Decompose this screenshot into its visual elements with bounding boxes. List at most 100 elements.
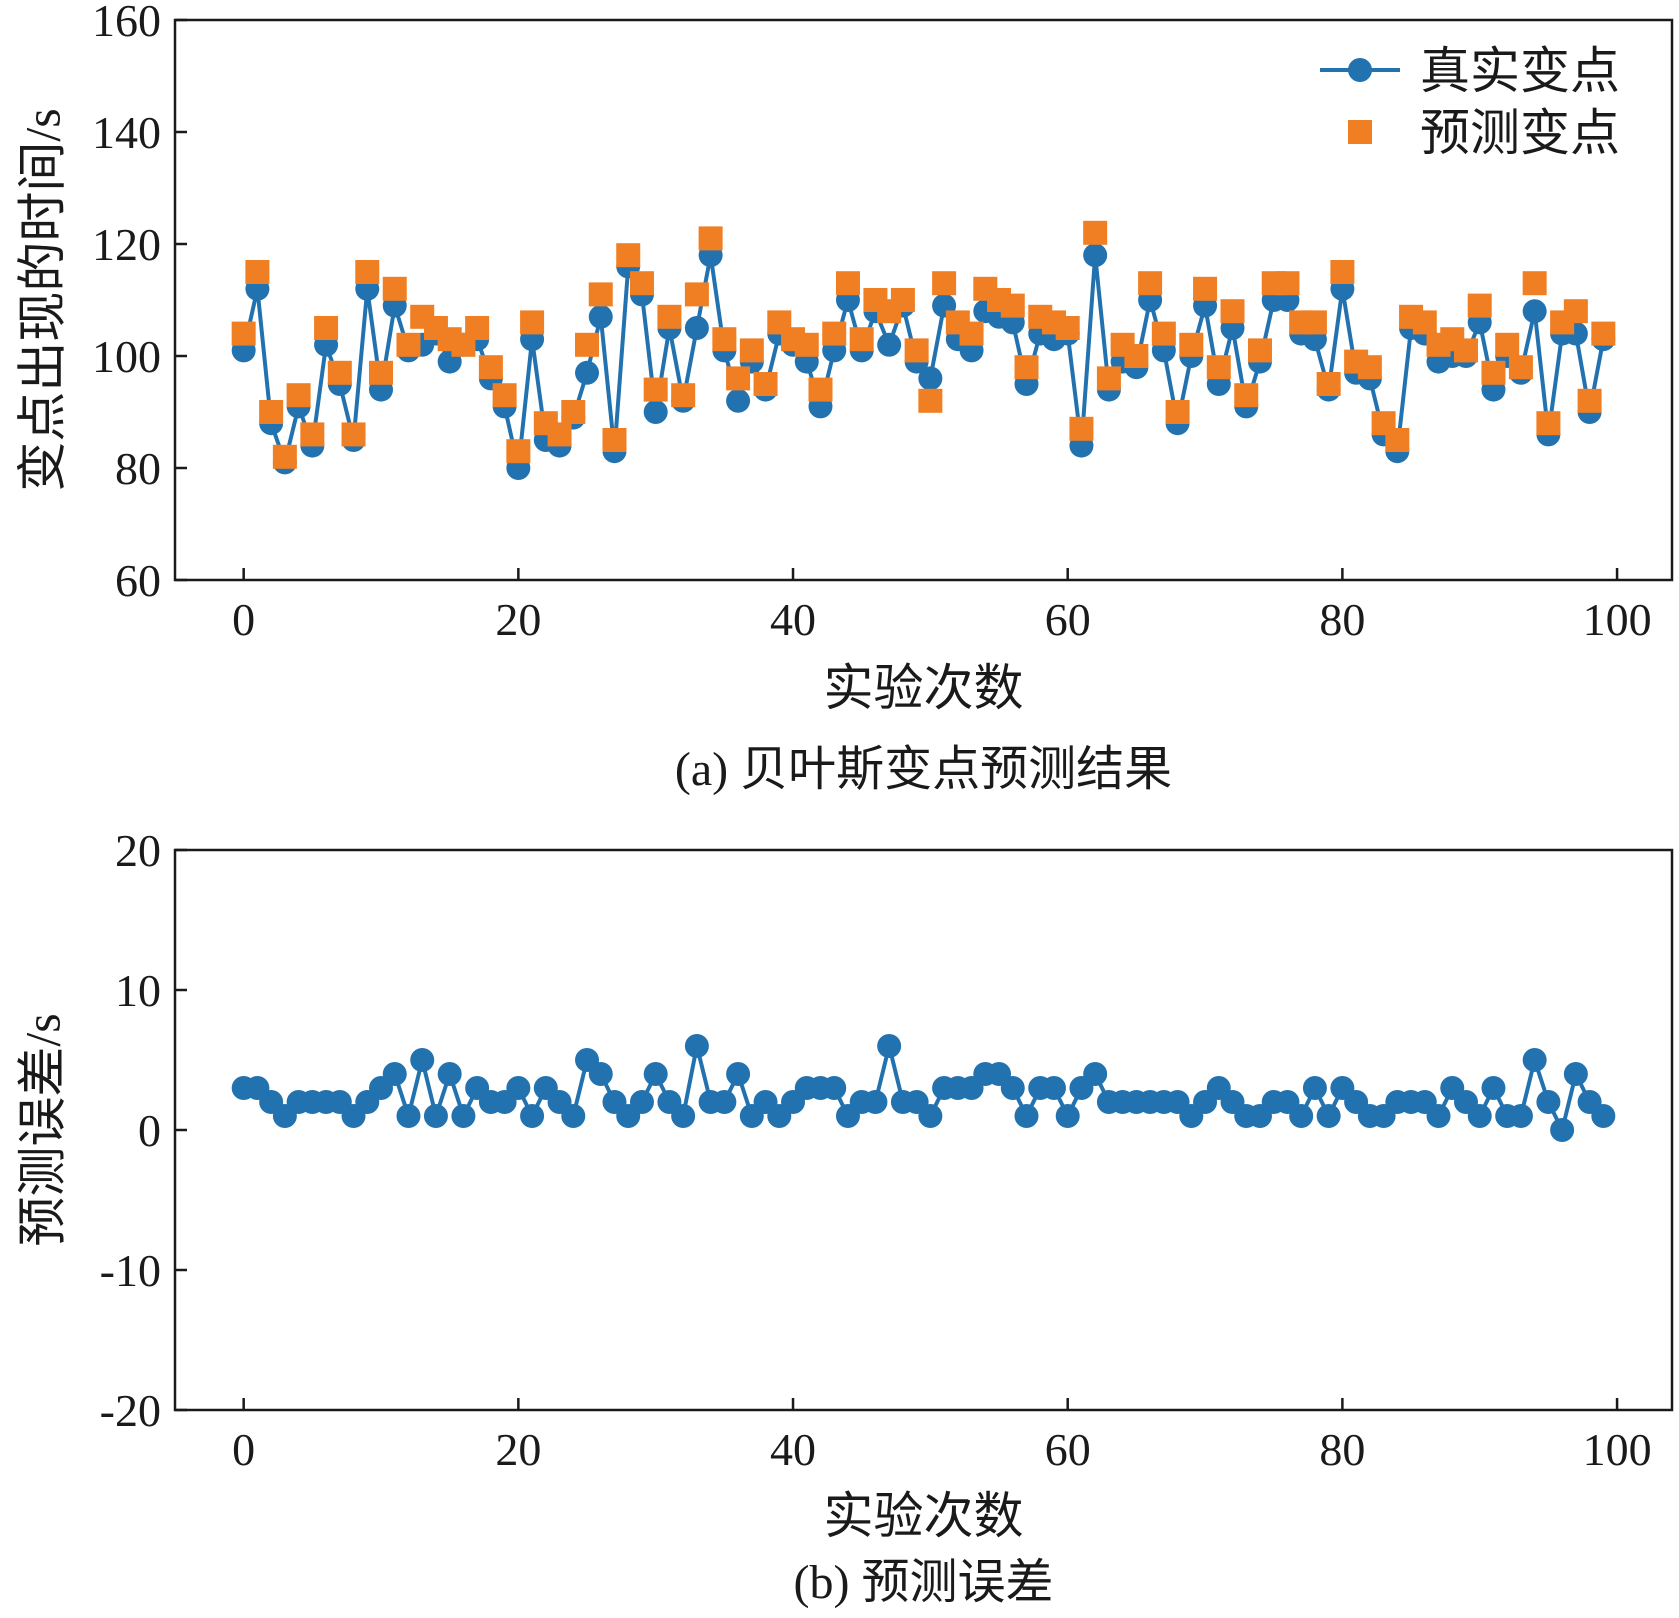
legend-pred-square-marker (1348, 120, 1372, 144)
panel-a-pred-square (602, 428, 627, 452)
panel-a-x-tick-label: 80 (1319, 594, 1365, 645)
panel-b-y-tick-label: -10 (100, 1245, 161, 1296)
panel-a-pred-square (616, 243, 641, 268)
panel-b-x-tick-label: 20 (495, 1424, 541, 1475)
panel-b-series (231, 1034, 1616, 1142)
panel-b-data-point (629, 1090, 654, 1114)
panel-a-data-point (918, 366, 943, 391)
panel-b-data-point (643, 1062, 668, 1086)
panel-b-data-point (822, 1076, 847, 1100)
panel-b-data-point (684, 1034, 709, 1058)
panel-b-data-point (382, 1062, 407, 1086)
panel-a-pred-square (1247, 338, 1272, 363)
panel-a-pred-square (561, 400, 586, 424)
panel-b-x-tick-label: 100 (1583, 1424, 1652, 1475)
panel-a-pred-square (1385, 428, 1410, 452)
panel-a-pred-square (478, 355, 503, 380)
panel-b-data-point (1563, 1062, 1588, 1086)
panel-a-pred-square (520, 310, 545, 335)
panel-b-data-point (877, 1034, 902, 1058)
panel-a-pred-square (1563, 299, 1588, 324)
panel-a-pred-square (492, 383, 517, 408)
panel-a-data-point (1083, 243, 1108, 268)
panel-a-pred-square (1316, 372, 1341, 396)
panel-a-pred-square (1302, 310, 1327, 335)
panel-a-pred-square (1096, 366, 1121, 391)
panel-a-pred-square (396, 332, 421, 357)
panel-a-pred-square (822, 321, 847, 346)
panel-a-pred-square (904, 338, 929, 363)
panel-a-x-tick-label: 100 (1583, 594, 1652, 645)
panel-a-pred-square (286, 383, 311, 408)
panel-a-pred-square (1138, 271, 1163, 296)
panel-a-pred-square (259, 400, 284, 424)
panel-a-ticks: 0 20 40 60 80 100 60 80 100 120 140 160 (92, 0, 1652, 645)
panel-a-pred-square (1508, 355, 1533, 380)
panel-a-y-tick-label: 140 (92, 107, 161, 158)
panel-a-pred-square (1577, 388, 1602, 413)
panel-a-pred-square (753, 372, 778, 396)
panel-a-pred-square (1275, 271, 1300, 296)
legend: 真实变点 预测变点 (1320, 43, 1620, 161)
panel-a-x-tick-label: 0 (232, 594, 255, 645)
panel-a-y-tick-label: 160 (92, 0, 161, 46)
panel-b-data-point (863, 1090, 888, 1114)
panel-b-plot-frame (173, 848, 1674, 1412)
panel-a-pred-square (657, 304, 682, 329)
panel-b-y-tick-label: 10 (115, 965, 161, 1016)
panel-a-y-tick-label: 60 (115, 555, 161, 606)
panel-a-pred-square (684, 282, 709, 307)
panel-a-pred-square (932, 271, 957, 296)
panel-b-data-point (1467, 1104, 1492, 1128)
panel-b-y-axis-label: 预测误差/s (14, 1013, 70, 1246)
panel-b-data-point (451, 1104, 476, 1128)
panel-a-pred-square (1193, 276, 1218, 301)
panel-a-pred-square (314, 316, 339, 340)
panel-b-data-point (588, 1062, 613, 1086)
panel-b-data-point (1536, 1090, 1561, 1114)
panel-a-data-point (684, 316, 709, 340)
panel-b-y-tick-label: 0 (138, 1105, 161, 1156)
panel-a-y-axis-label: 变点出现的时间/s (14, 108, 70, 491)
panel-a-pred-square (1522, 271, 1547, 296)
panel-a-pred-square (1179, 332, 1204, 357)
panel-a-pred-square (808, 377, 833, 402)
panel-b-y-tick-label: 20 (115, 825, 161, 876)
panel-a-pred-square (1591, 321, 1616, 346)
panel-a-pred-square (506, 439, 531, 464)
panel-a-x-tick-label: 60 (1045, 594, 1091, 645)
panel-b-x-tick-label: 0 (232, 1424, 255, 1475)
panel-b-data-point (1302, 1076, 1327, 1100)
panel-a-pred-square (1495, 332, 1520, 357)
panel-a-pred-square (726, 366, 751, 391)
panel-b-data-point (1083, 1062, 1108, 1086)
legend-true-circle-marker (1348, 58, 1372, 82)
panel-a-pred-square (382, 276, 407, 301)
panel-b-data-point (561, 1104, 586, 1128)
panel-b-y-tick-label: -20 (100, 1385, 161, 1436)
panel-a-y-tick-label: 120 (92, 219, 161, 270)
panel-a-pred-square (1234, 383, 1259, 408)
panel-b-data-point (410, 1048, 435, 1072)
panel-b-data-point (1426, 1104, 1451, 1128)
panel-b-data-point (1481, 1076, 1506, 1100)
panel-a-x-axis-label: 实验次数 (824, 660, 1024, 716)
panel-b-data-point (1550, 1118, 1575, 1142)
panel-a-data-point (877, 332, 902, 357)
panel-b-data-point (1508, 1104, 1533, 1128)
panel-b-data-point (712, 1090, 737, 1114)
panel-a-pred-square (1453, 338, 1478, 363)
legend-label-pred: 预测变点 (1420, 105, 1620, 161)
panel-a-pred-square (1055, 316, 1080, 340)
panel-a-data-point (575, 360, 600, 385)
panel-a-x-tick-label: 40 (770, 594, 816, 645)
panel-b-x-tick-label: 40 (770, 1424, 816, 1475)
panel-a-pred-square (1124, 344, 1149, 368)
panel-a-pred-square (300, 422, 325, 447)
panel-a-pred-square (835, 271, 860, 296)
panel-b-caption: (b) 预测误差 (794, 1556, 1054, 1609)
panel-a-pred-square (1357, 355, 1382, 380)
panel-a-pred-square (1151, 321, 1176, 346)
panel-b-data-point (918, 1104, 943, 1128)
